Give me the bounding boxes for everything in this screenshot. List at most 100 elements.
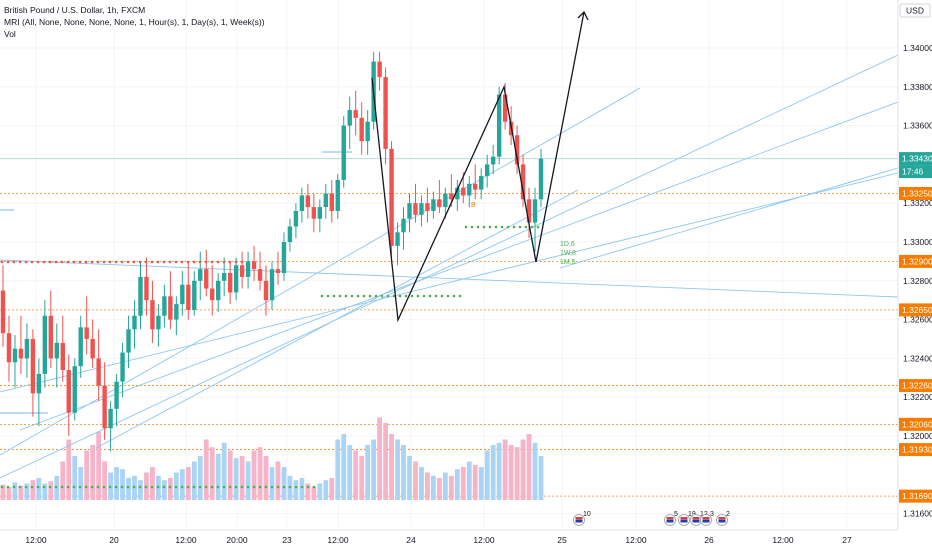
x-tick-label: 12:00	[772, 535, 794, 545]
candle-body	[532, 199, 538, 223]
price-level-tag-box	[899, 187, 932, 200]
signal-marker: B	[471, 202, 476, 209]
candle-body	[293, 210, 299, 227]
volume-bar	[215, 453, 221, 500]
volume-bar	[383, 423, 388, 500]
candle-body	[150, 300, 155, 330]
flag-stripe	[680, 517, 688, 520]
candle-body	[437, 199, 442, 208]
y-tick-label: 1.34000	[903, 43, 932, 53]
y-tick-label: 1.31600	[903, 509, 932, 519]
pattern-drawing	[371, 11, 585, 323]
last-price-tag[interactable]: 1.33430	[899, 152, 932, 166]
volume-bar	[30, 480, 36, 500]
volume-bar	[6, 486, 12, 500]
volume-bar	[18, 485, 24, 500]
dotted-level-green	[332, 294, 336, 298]
dotted-level-green	[120, 485, 124, 489]
volume-bar	[269, 467, 275, 500]
price-level-tag[interactable]: 1.31690	[899, 489, 932, 503]
price-level-tag[interactable]: 1.32650	[899, 303, 932, 317]
dotted-level-red	[150, 260, 154, 264]
event-badge[interactable]: 19	[678, 511, 696, 526]
dotted-level-green	[12, 485, 16, 489]
legend-indicator: MRI (All, None, None, None, None, 1, Hou…	[4, 17, 265, 27]
dotted-level-green	[320, 294, 324, 298]
price-level-tag[interactable]: 1.33250	[899, 187, 932, 200]
dotted-level-red	[114, 260, 118, 264]
dotted-level-green	[156, 485, 160, 489]
overlays: B1D,61W,81M,5105191232	[0, 10, 731, 526]
dotted-level-green	[434, 294, 438, 298]
volume-bar	[460, 467, 466, 500]
dotted-level-green	[72, 485, 76, 489]
price-level-tag[interactable]: 1.32900	[899, 254, 932, 268]
candle-body	[449, 193, 454, 200]
dotted-level-red	[108, 260, 112, 264]
candle-body	[96, 358, 101, 386]
dotted-level-red	[216, 260, 220, 264]
dotted-level-green	[350, 294, 354, 298]
price-level-tag[interactable]: 1.32260	[899, 379, 932, 393]
dotted-level-red	[6, 260, 10, 264]
candle-body	[526, 199, 532, 223]
volume-bar	[347, 445, 353, 500]
dotted-level-green	[234, 485, 238, 489]
candle-body	[383, 77, 388, 149]
currency-label[interactable]: USD	[899, 3, 931, 18]
volume-bar	[305, 483, 311, 500]
dotted-level-green	[264, 485, 268, 489]
dotted-level-green	[216, 485, 220, 489]
dotted-level-red	[0, 260, 4, 264]
trendline	[0, 54, 899, 479]
currency-label-text: USD	[906, 6, 924, 16]
volume-bar	[66, 439, 72, 500]
countdown-tag[interactable]: 17:46	[899, 165, 932, 179]
price-level-tag-box	[899, 254, 932, 268]
volume-bar	[221, 442, 227, 500]
volume-bar	[311, 486, 317, 500]
dotted-level-green	[536, 225, 540, 229]
dotted-level-green	[494, 225, 498, 229]
dotted-level-green	[374, 294, 378, 298]
candle-body	[156, 315, 161, 330]
time-axis[interactable]: 12:00 20 12:00 20:00 23 12:00 24 12:00 25 12:00 26…	[25, 535, 852, 545]
dotted-level-green	[276, 485, 280, 489]
event-badge[interactable]: 10	[573, 511, 591, 526]
flag-stripe	[718, 519, 726, 523]
event-badge[interactable]: 3	[700, 511, 715, 526]
price-level-tag-text: 1.31930	[902, 445, 932, 455]
volume-bar	[436, 478, 442, 500]
volume-bar	[425, 472, 430, 500]
countdown-tag-text: 17:46	[902, 167, 924, 177]
dotted-level-green	[246, 485, 250, 489]
candle-body	[275, 269, 281, 274]
dotted-level-green	[54, 485, 58, 489]
price-level-tag-text: 1.32260	[902, 381, 932, 391]
price-axis[interactable]: 1.34000 1.33800 1.33600 1.33200 1.33000 1.328…	[899, 43, 932, 519]
dotted-level-red	[234, 260, 238, 264]
candle-body	[210, 288, 215, 301]
price-level-tag[interactable]: 1.32060	[899, 417, 932, 431]
dotted-level-green	[198, 485, 202, 489]
candle-body	[479, 176, 484, 190]
candle-body	[443, 193, 448, 208]
event-count: 5	[674, 511, 678, 518]
candle-body	[144, 276, 149, 301]
event-badge[interactable]: 2	[716, 511, 731, 526]
price-level-tag[interactable]: 1.31930	[899, 443, 932, 457]
candle-body	[323, 193, 328, 208]
candle-body	[353, 110, 358, 118]
x-tick-label: 12:00	[625, 535, 647, 545]
dotted-level-green	[282, 485, 286, 489]
signal-marker: 1W,8	[560, 250, 576, 257]
dotted-level-green	[222, 485, 226, 489]
volume-bar	[401, 445, 406, 500]
event-badge[interactable]: 5	[664, 511, 679, 526]
price-level-tag-box	[899, 489, 932, 503]
candle-body	[461, 187, 466, 196]
candle-body	[431, 199, 436, 211]
volume-bar	[263, 456, 269, 500]
candle-body	[299, 195, 305, 211]
